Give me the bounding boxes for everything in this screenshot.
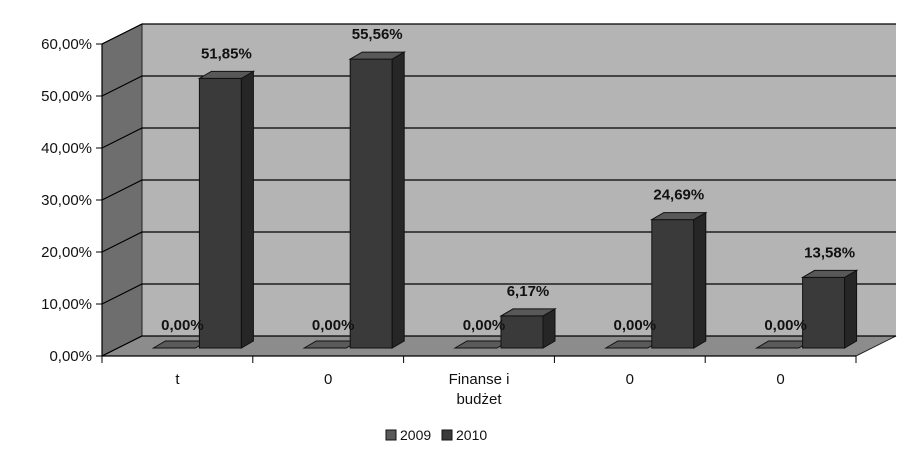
- bars: [151, 51, 859, 349]
- gridline: [101, 23, 896, 45]
- data-label-2010: 51,85%: [201, 45, 252, 62]
- data-label-2009: 0,00%: [764, 317, 807, 334]
- bar-2010-top: [499, 308, 557, 317]
- data-label-2009: 0,00%: [312, 317, 355, 334]
- data-label-2009: 0,00%: [161, 317, 204, 334]
- data-labels: 0,00%51,85%0,00%55,56%0,00%6,17%0,00%24,…: [161, 26, 855, 334]
- data-label-2010: 24,69%: [653, 187, 704, 204]
- bar-2010: [349, 58, 393, 349]
- data-label-2009: 0,00%: [463, 317, 506, 334]
- x-tick-label: t: [175, 371, 180, 388]
- bar-2010: [500, 315, 544, 349]
- gridline: [101, 75, 896, 97]
- x-tick-label: Finanse i budżet: [449, 371, 510, 408]
- bar-2010: [802, 276, 846, 349]
- y-tick-label: 20,00%: [41, 244, 92, 261]
- bar-2010-top: [649, 212, 708, 221]
- bar-2010-side: [391, 51, 405, 349]
- data-label-2009: 0,00%: [614, 317, 657, 334]
- bar-2010-side: [693, 211, 707, 349]
- gridline: [101, 179, 896, 201]
- gridlines: [101, 23, 896, 357]
- legend-label: 2009: [400, 427, 431, 443]
- x-tick-label: 0: [626, 371, 634, 388]
- x-tick-label: 0: [324, 371, 332, 388]
- y-tick-label: 40,00%: [41, 140, 92, 157]
- y-tick-label: 50,00%: [41, 88, 92, 105]
- legend-label: 2010: [456, 427, 487, 443]
- bar-2010-side: [240, 70, 254, 349]
- y-tick-label: 0,00%: [49, 348, 92, 365]
- bar-2010-top: [800, 269, 859, 278]
- bar-2010-top: [348, 51, 407, 60]
- data-label-2010: 13,58%: [804, 244, 855, 261]
- bar-2010-side: [844, 269, 858, 349]
- bar-2010: [651, 219, 695, 349]
- x-tick-label: 0: [776, 371, 784, 388]
- gridline: [101, 231, 896, 253]
- bar-2010: [198, 77, 242, 349]
- gridline: [101, 127, 896, 149]
- y-tick-label: 60,00%: [41, 36, 92, 53]
- y-tick-label: 10,00%: [41, 296, 92, 313]
- legend: 2009 2010: [385, 427, 487, 443]
- axes: 0,00% 10,00% 20,00% 30,00% 40,00% 50,00% 60,00…: [41, 36, 857, 408]
- data-label-2010: 6,17%: [507, 283, 550, 300]
- legend-swatch: [385, 429, 397, 441]
- gridline: [101, 283, 896, 305]
- gridline: [101, 335, 896, 357]
- bar-2010-top: [197, 70, 256, 79]
- y-tick-label: 30,00%: [41, 192, 92, 209]
- data-label-2010: 55,56%: [352, 26, 403, 43]
- legend-swatch: [441, 429, 453, 441]
